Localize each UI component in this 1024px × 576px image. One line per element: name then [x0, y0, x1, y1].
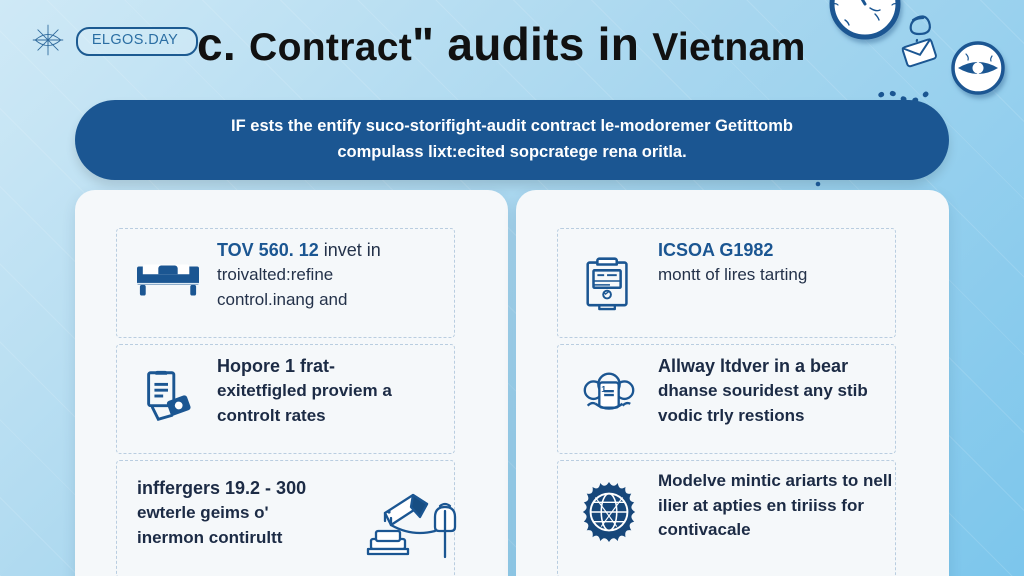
svg-text:1: 1 — [601, 384, 606, 394]
